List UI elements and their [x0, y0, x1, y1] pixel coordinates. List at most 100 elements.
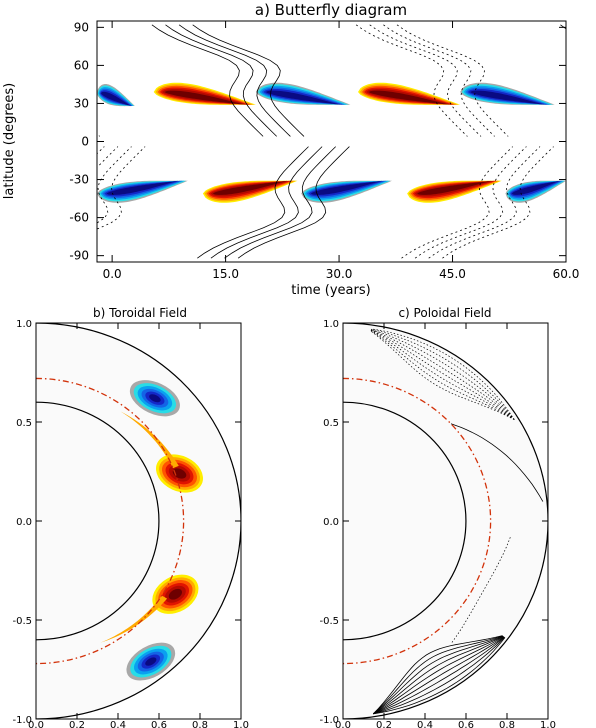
- negative-wing: [265, 90, 341, 105]
- x-tick-label: 0.0: [28, 720, 44, 728]
- x-tick-label: 0.0: [335, 720, 351, 728]
- poloidal-line-positive: [450, 423, 544, 502]
- x-tick-label: 15.0: [212, 267, 239, 281]
- negative-wing: [101, 91, 131, 106]
- butterfly-contours: [97, 24, 596, 259]
- contour-line: [383, 24, 495, 137]
- poloidal-axes: 0.0 0.2 0.4 0.6 0.8 1.0 1.0 0.5 0.0 -0.5 -1.0: [319, 319, 555, 728]
- poloidal-panel: c) Poloidal Field 0.0 0.2 0.4 0.6 0.8 1.01.00…: [319, 306, 555, 728]
- solar-disk: [36, 323, 241, 719]
- contour-line: [396, 24, 509, 137]
- contour-line: [224, 146, 336, 259]
- poloidal-line-positive: [373, 636, 505, 715]
- negative-field-region: [149, 394, 161, 403]
- y-tick-label: 0.5: [323, 418, 339, 429]
- contour-line: [574, 25, 596, 137]
- butterfly-ylabel: latitude (degrees): [2, 83, 17, 199]
- butterfly-title: a) Butterfly diagram: [255, 1, 407, 19]
- poloidal-line-positive: [373, 636, 505, 715]
- y-tick-label: -60: [69, 211, 89, 225]
- y-tick-label: -30: [69, 173, 89, 187]
- x-tick-label: 0.8: [192, 720, 208, 728]
- contour-line: [355, 24, 468, 137]
- contour-line: [237, 146, 350, 259]
- y-tick-label: 1.0: [323, 319, 339, 330]
- x-tick-label: 30.0: [326, 267, 353, 281]
- contour-line: [428, 146, 541, 259]
- tachocline-line: [36, 377, 185, 665]
- x-tick-label: 0.8: [499, 720, 515, 728]
- contour-line: [210, 146, 323, 259]
- positive-field-tail: [100, 595, 168, 643]
- x-tick-label: 45.0: [439, 267, 466, 281]
- positive-field-region: [168, 588, 183, 600]
- y-tick-label: -0.5: [12, 616, 32, 627]
- contour-line: [97, 146, 119, 169]
- contour-line: [97, 146, 132, 224]
- poloidal-line-positive: [373, 635, 503, 715]
- x-tick-label: 1.0: [540, 720, 556, 728]
- y-tick-label: 0: [81, 135, 89, 149]
- negative-wing: [106, 180, 179, 195]
- y-tick-label: 60: [74, 58, 89, 72]
- x-tick-label: 0.2: [69, 720, 85, 728]
- poloidal-line-negative: [370, 329, 515, 420]
- positive-field-region: [172, 468, 187, 479]
- y-tick-label: 0.5: [16, 418, 32, 429]
- poloidal-line-negative: [451, 537, 511, 644]
- x-tick-label: 0.6: [151, 720, 167, 728]
- butterfly-xlabel: time (years): [291, 283, 370, 298]
- inner-boundary: [343, 401, 467, 641]
- poloidal-line-negative: [370, 329, 515, 420]
- contour-line: [165, 24, 277, 137]
- contour-line: [151, 24, 264, 137]
- y-tick-label: 30: [74, 96, 89, 110]
- y-tick-label: -0.5: [319, 616, 339, 627]
- toroidal-axes: 0.0 0.2 0.4 0.6 0.8 1.0 1.0 0.5 0.0 -0.5 -1.0: [12, 319, 248, 728]
- outer-boundary: [36, 323, 241, 719]
- y-tick-label: -1.0: [12, 715, 32, 726]
- y-tick-label: 90: [74, 20, 89, 34]
- contour-line: [401, 146, 513, 259]
- positive-wing: [164, 90, 246, 105]
- toroidal-title: b) Toroidal Field: [93, 306, 187, 320]
- positive-wing: [417, 180, 492, 195]
- positive-field-tail: [120, 411, 179, 469]
- outer-boundary: [343, 323, 548, 719]
- toroidal-panel: b) Toroidal Field 0.0 0.2 0.4 0.6 0.8 1.01.00…: [12, 306, 248, 728]
- negative-field-region: [145, 657, 157, 666]
- positive-wing: [212, 180, 288, 195]
- butterfly-frame: [96, 20, 567, 263]
- x-tick-label: 1.0: [233, 720, 249, 728]
- poloidal-line-negative: [370, 329, 515, 420]
- contour-line: [369, 24, 482, 137]
- poloidal-line-negative: [371, 328, 515, 420]
- poloidal-line-negative: [370, 330, 515, 420]
- contour-line: [97, 146, 146, 230]
- y-tick-label: 1.0: [16, 319, 32, 330]
- poloidal-line-positive: [373, 635, 504, 715]
- negative-wing: [511, 180, 560, 195]
- butterfly-axes: 0.0 15.0 30.0 45.0 60.0 90 60 30 0 -30 -60 -90: [69, 20, 579, 281]
- tachocline-line: [343, 377, 492, 665]
- poloidal-line-positive: [373, 637, 506, 715]
- butterfly-wings: [97, 82, 566, 203]
- solar-disk: [343, 323, 548, 719]
- poloidal-line-negative: [371, 328, 515, 420]
- poloidal-line-negative: [370, 330, 515, 420]
- y-tick-label: 0.0: [16, 517, 32, 528]
- y-tick-label: -90: [69, 249, 89, 263]
- toroidal-field-map: [36, 323, 241, 719]
- negative-wing: [310, 180, 383, 195]
- poloidal-line-positive: [373, 635, 504, 715]
- y-tick-label: 0.0: [323, 517, 339, 528]
- x-tick-label: 0.2: [376, 720, 392, 728]
- poloidal-line-positive: [373, 635, 503, 715]
- y-tick-label: -1.0: [319, 715, 339, 726]
- contour-line: [588, 25, 596, 137]
- contour-line: [178, 24, 291, 137]
- poloidal-line-positive: [373, 636, 505, 715]
- contour-line: [414, 146, 527, 259]
- poloidal-field-map: [343, 323, 548, 719]
